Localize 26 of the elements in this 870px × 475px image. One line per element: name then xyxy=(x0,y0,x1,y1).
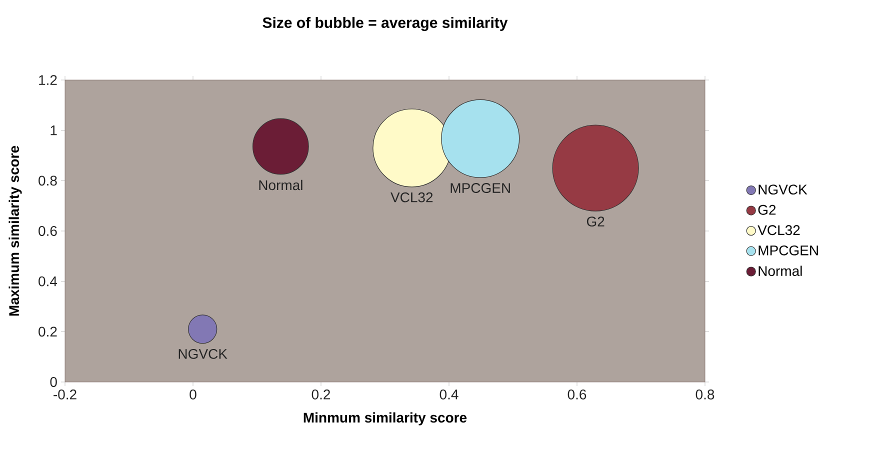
text: Normal xyxy=(259,180,302,190)
chart-title: Size of bubble = average similarity xyxy=(262,16,508,32)
y-tick-label: 0 xyxy=(50,377,57,387)
y-tick-label: 1.2 xyxy=(39,75,57,85)
text: NGVCK xyxy=(178,348,228,359)
x-tick-label: 0.8 xyxy=(696,390,714,400)
legend-label: VCL32 xyxy=(758,225,800,236)
x-axis-title: Minmum similarity score xyxy=(304,412,467,426)
x-tick-label: -0.2 xyxy=(54,390,76,400)
x-tick-label: 0.6 xyxy=(568,390,586,400)
legend-label: MPCGEN xyxy=(758,245,818,256)
text: MPCGEN xyxy=(450,183,510,193)
y-tick-label: 0.2 xyxy=(38,326,57,337)
legend-label: G2 xyxy=(758,204,776,215)
text: VCL32 xyxy=(390,192,433,202)
x-tick-label: 0.2 xyxy=(312,390,330,400)
y-tick-label: 1 xyxy=(50,126,57,136)
y-axis-title: Maximum similarity score xyxy=(8,146,22,316)
x-tick-label: 0.4 xyxy=(440,390,458,400)
legend-label: NGVCK xyxy=(758,184,808,195)
y-tick-label: 0.4 xyxy=(38,276,58,286)
text: G2 xyxy=(586,216,604,227)
y-tick-label: 0.8 xyxy=(38,176,57,186)
x-tick-label: 0 xyxy=(190,390,196,400)
legend-label: Normal xyxy=(758,266,802,276)
y-tick-label: 0.6 xyxy=(38,226,57,236)
